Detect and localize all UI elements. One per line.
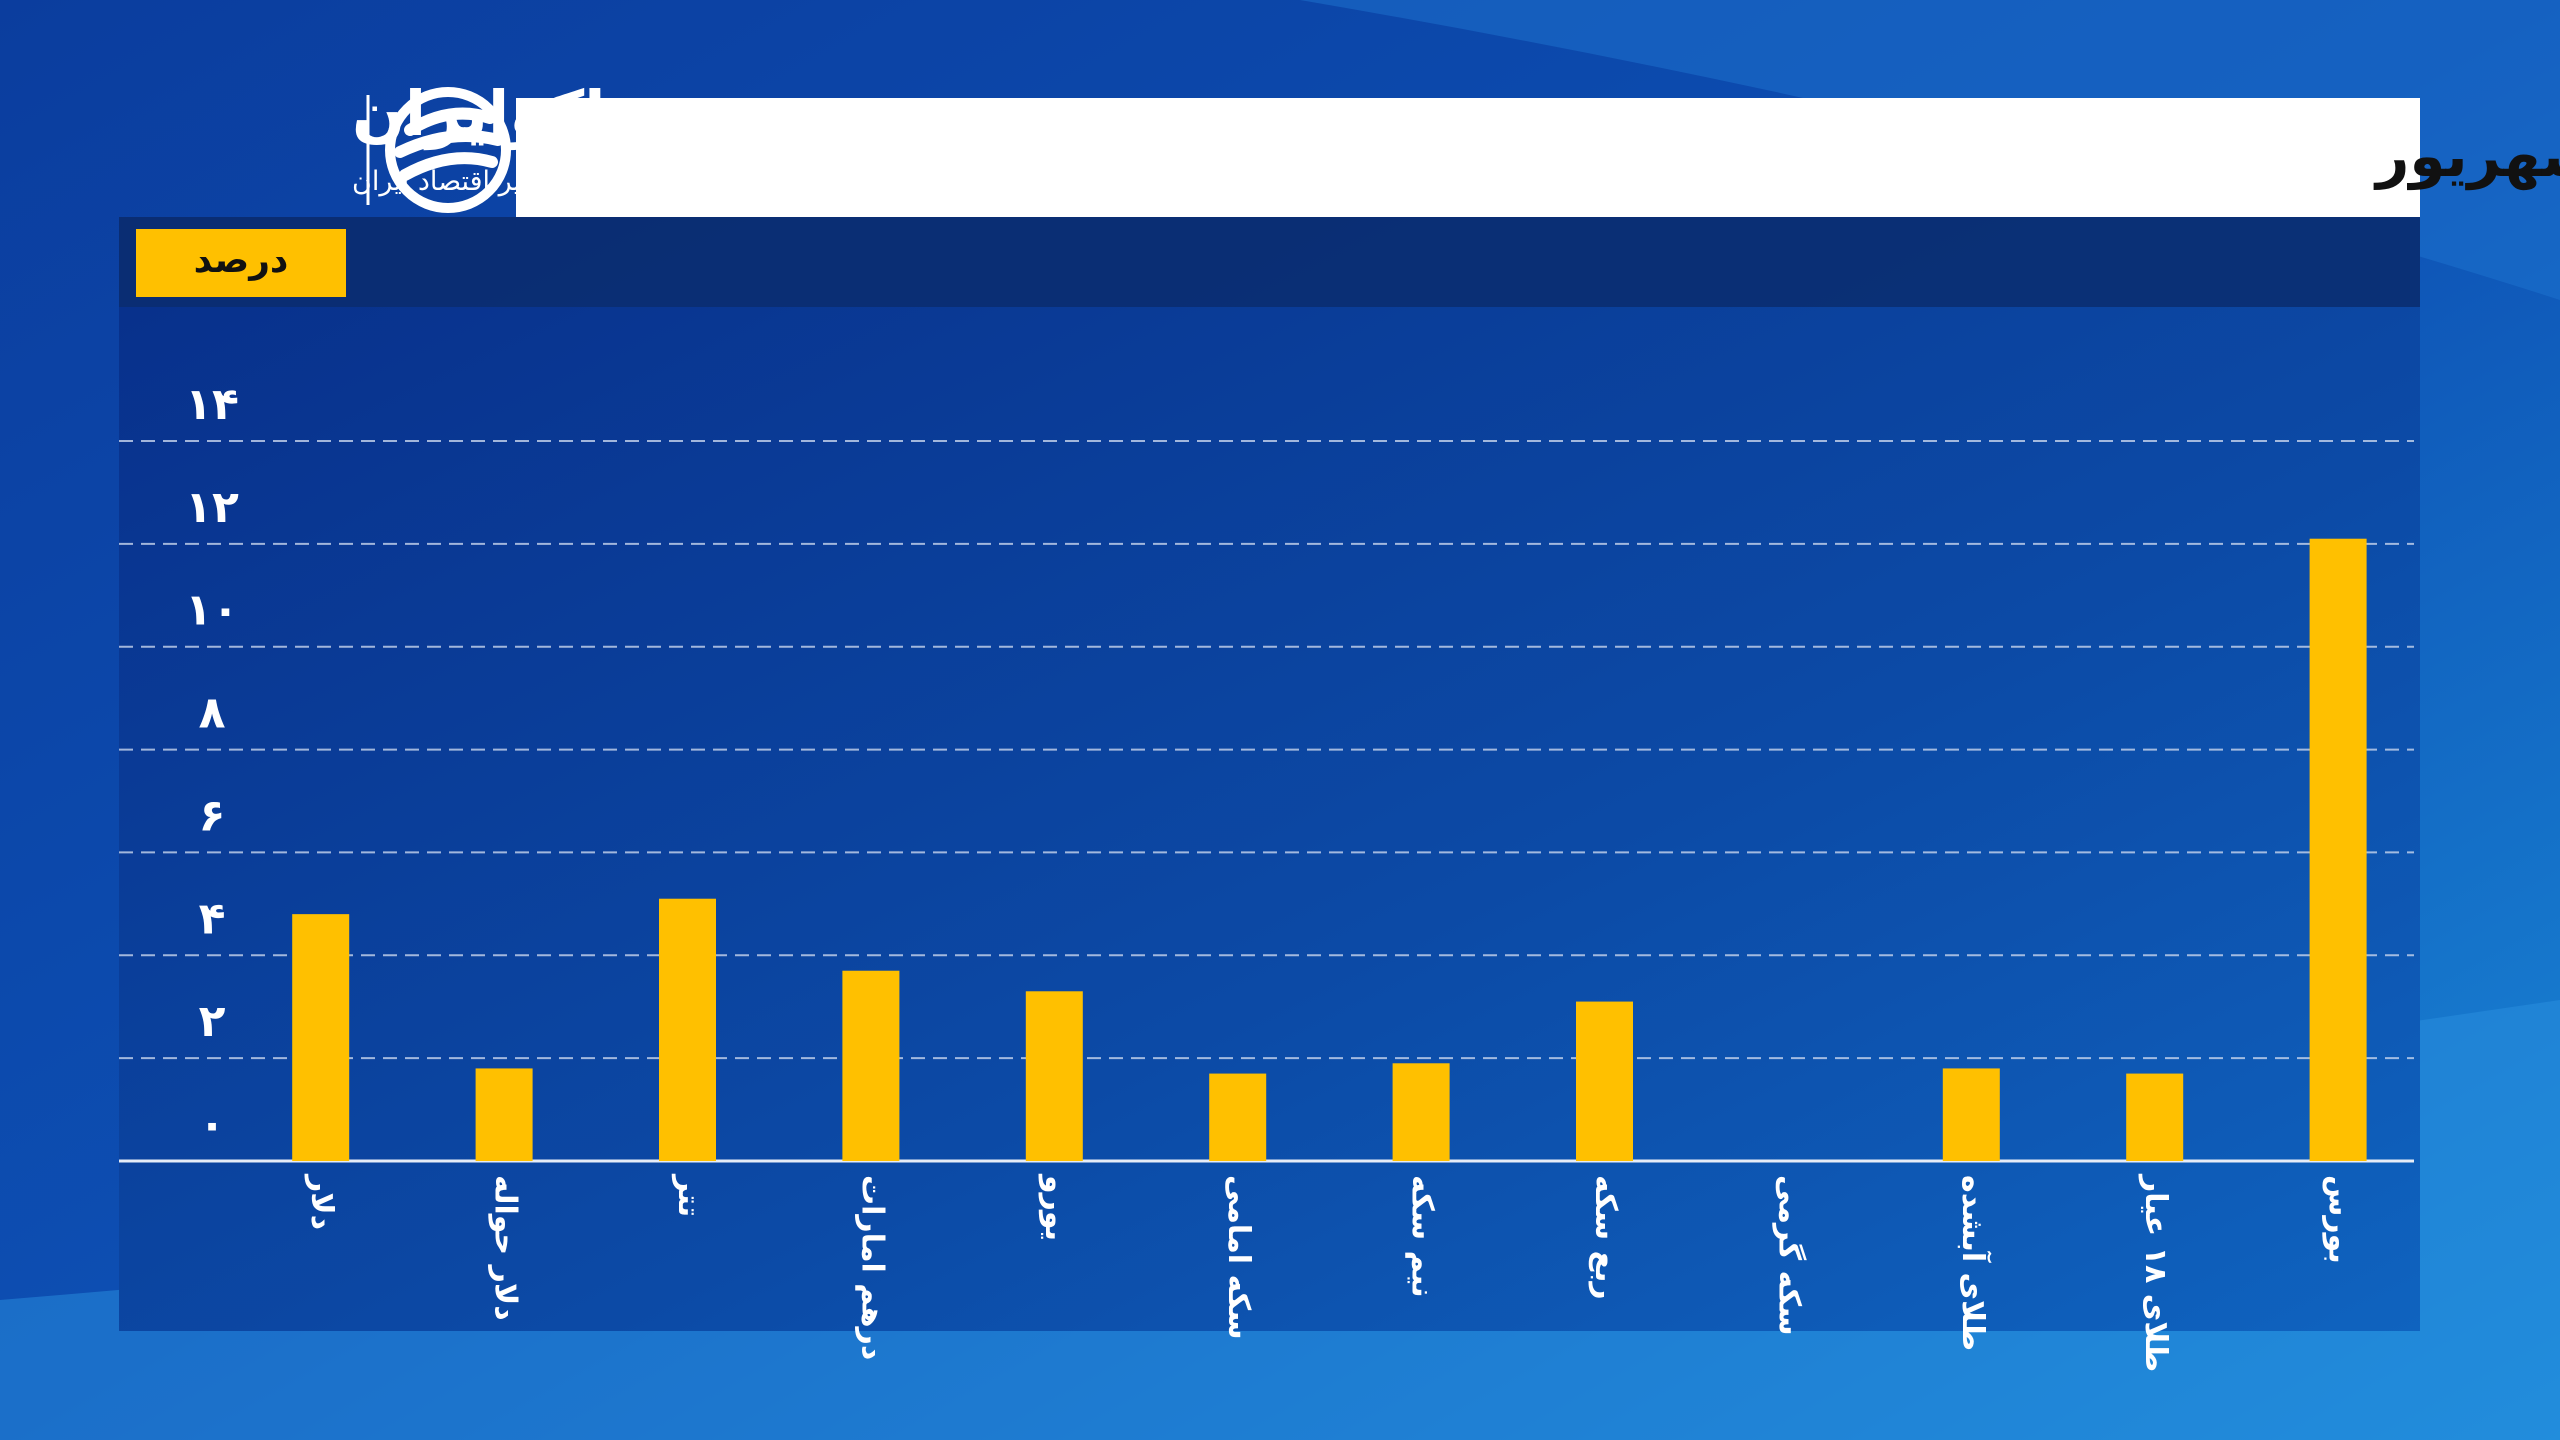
bar bbox=[1392, 1063, 1450, 1161]
y-tick-label: ۶ bbox=[199, 790, 226, 841]
chart-title: بازدهی بازارها در هفته سوم شهریور bbox=[2373, 122, 2560, 191]
decor bbox=[1300, 0, 2560, 300]
y-tick-label: ۱۲ bbox=[185, 482, 239, 533]
unit-box bbox=[136, 229, 346, 297]
bar bbox=[842, 970, 900, 1161]
bar bbox=[2126, 1073, 2184, 1161]
bar bbox=[1025, 991, 1083, 1161]
y-tick-label: ۸ bbox=[199, 688, 226, 739]
x-tick-label: طلای ۱۸ عیار bbox=[2138, 1173, 2173, 1372]
bar bbox=[659, 898, 716, 1161]
x-tick-label: دلار حواله bbox=[488, 1175, 523, 1321]
bar bbox=[1209, 1073, 1267, 1161]
y-tick-label: ۲ bbox=[199, 996, 226, 1047]
x-tick-label: طلای آبشده bbox=[1955, 1175, 1992, 1351]
x-tick-label: سکه امامی bbox=[1221, 1175, 1256, 1340]
bar bbox=[475, 1068, 533, 1161]
logo-name: اکوایران bbox=[352, 77, 605, 150]
bar bbox=[1576, 1001, 1633, 1161]
bar bbox=[292, 914, 350, 1161]
y-tick-label: ۴ bbox=[199, 893, 226, 944]
bar bbox=[2309, 538, 2367, 1161]
x-tick-label: بورس bbox=[2322, 1175, 2357, 1264]
x-tick-label: نیم سکه bbox=[1405, 1175, 1440, 1298]
logo-icon bbox=[385, 87, 511, 213]
chart-panel bbox=[119, 217, 2420, 1331]
y-tick-label: ۰ bbox=[199, 1099, 226, 1150]
x-tick-label: سکه گرمی bbox=[1771, 1175, 1807, 1336]
x-tick-label: دلار bbox=[304, 1173, 339, 1230]
logo-tagline: تصویر اقتصاد ایران bbox=[352, 166, 566, 197]
logo-icon bbox=[394, 107, 504, 181]
x-tick-label: درهم امارات bbox=[854, 1175, 889, 1360]
x-tick-label: یورو bbox=[1038, 1173, 1073, 1241]
x-tick-label: تتر bbox=[671, 1173, 706, 1217]
logo: اکوایران تصویر اقتصاد ایران bbox=[352, 77, 605, 213]
header-band bbox=[119, 217, 2420, 307]
bar bbox=[1942, 1068, 2000, 1161]
y-axis-label: درصد bbox=[194, 240, 289, 281]
y-tick-label: ۱۴ bbox=[185, 379, 239, 430]
y-tick-label: ۱۰ bbox=[185, 585, 239, 636]
x-tick-label: ربع سکه bbox=[1588, 1175, 1623, 1300]
title-bar bbox=[516, 98, 2420, 217]
